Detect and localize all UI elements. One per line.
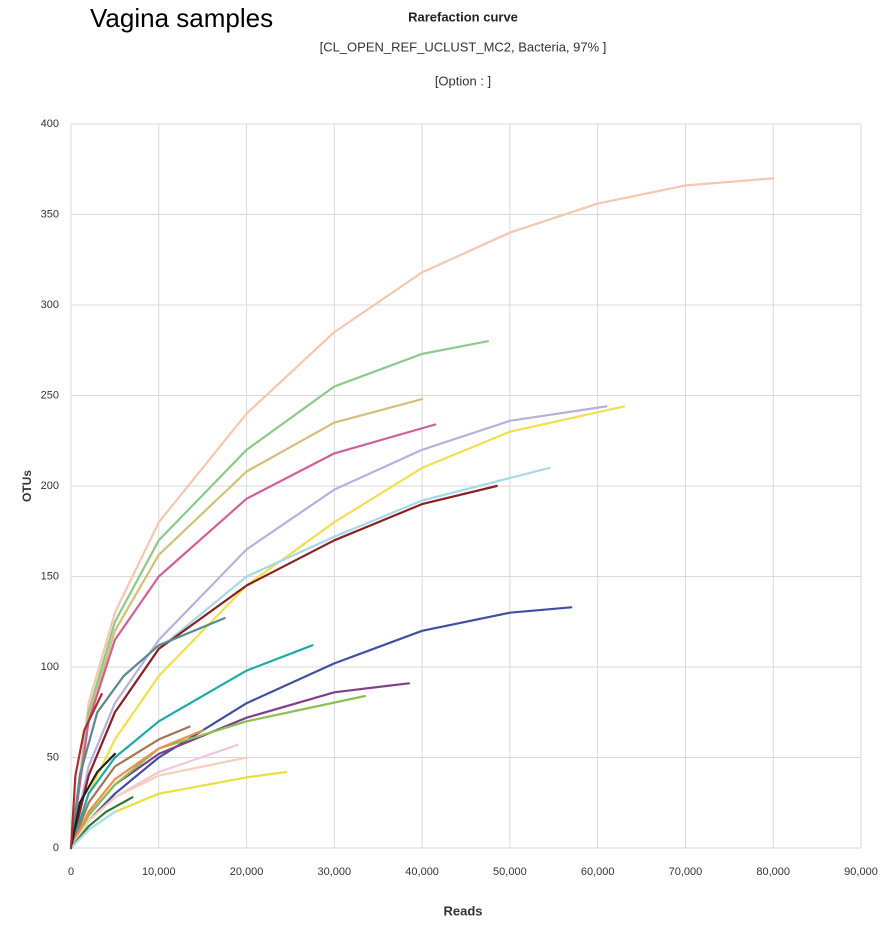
rarefaction-curve (69, 340, 489, 850)
y-tick-label: 300 (41, 299, 59, 311)
heading: Vagina samples (90, 3, 273, 33)
x-tick-label: 80,000 (756, 866, 790, 878)
y-axis-label: OTUs (20, 470, 34, 502)
y-tick-label: 50 (47, 751, 59, 763)
x-axis-label: Reads (443, 903, 482, 918)
y-tick-label: 0 (53, 842, 59, 854)
x-tick-label: 30,000 (318, 866, 352, 878)
rarefaction-curve (69, 796, 134, 850)
rarefaction-curve (69, 405, 626, 850)
rarefaction-curve (69, 398, 424, 850)
y-tick-label: 250 (41, 389, 59, 401)
subtitle: [Option : ] (435, 73, 491, 88)
rarefaction-curve (69, 644, 314, 850)
rarefaction-curve (69, 694, 367, 850)
rarefaction-curve (69, 405, 608, 850)
rarefaction-curve (69, 756, 248, 850)
rarefaction-curve (69, 752, 116, 850)
y-tick-label: 150 (41, 570, 59, 582)
subtitle: [CL_OPEN_REF_UCLUST_MC2, Bacteria, 97% ] (320, 39, 607, 54)
y-tick-label: 100 (41, 661, 59, 673)
x-tick-label: 0 (68, 866, 74, 878)
x-tick-label: 10,000 (142, 866, 176, 878)
rarefaction-curve (69, 725, 191, 850)
y-tick-label: 400 (41, 118, 59, 130)
x-tick-label: 70,000 (669, 866, 703, 878)
rarefaction-curve (69, 606, 573, 850)
rarefaction-curve (69, 693, 103, 850)
x-tick-label: 90,000 (844, 866, 878, 878)
x-tick-label: 60,000 (581, 866, 615, 878)
x-tick-label: 50,000 (493, 866, 527, 878)
y-tick-label: 350 (41, 208, 59, 220)
x-tick-label: 20,000 (230, 866, 264, 878)
chart-title: Rarefaction curve (408, 9, 518, 24)
rarefaction-curve (69, 810, 116, 850)
rarefaction-curve (69, 617, 226, 850)
rarefaction-curve (69, 177, 775, 850)
y-tick-label: 200 (41, 480, 59, 492)
rarefaction-curve (69, 729, 204, 850)
x-tick-label: 40,000 (405, 866, 439, 878)
rarefaction-curve (69, 484, 498, 850)
